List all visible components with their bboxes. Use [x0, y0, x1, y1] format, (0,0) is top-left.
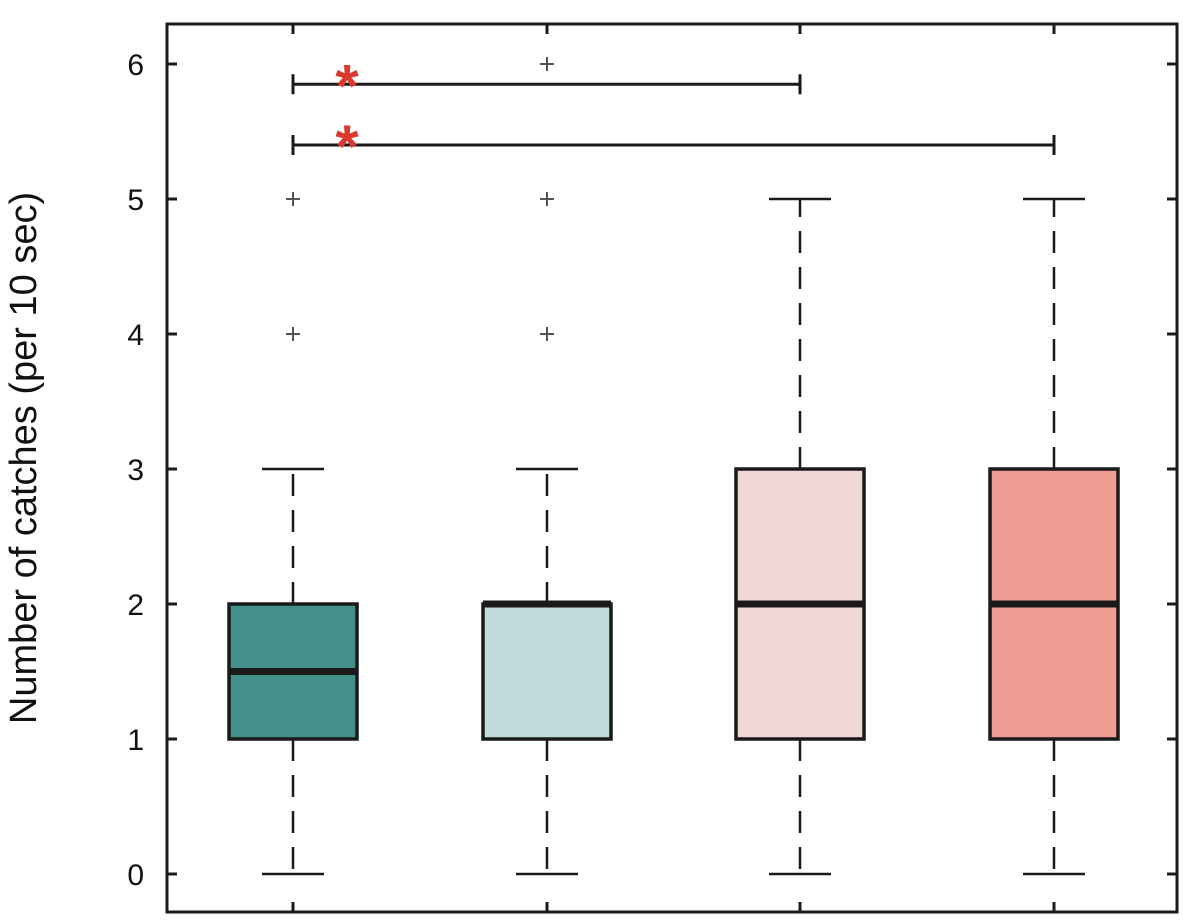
significance-bracket: * [291, 113, 1056, 180]
y-tick-label: 6 [127, 49, 144, 82]
outlier-marker [540, 57, 554, 71]
significance-star: * [335, 113, 359, 180]
y-tick-label: 3 [127, 454, 144, 487]
significance-bracket: * [291, 52, 802, 119]
y-tick-label: 1 [127, 724, 144, 757]
y-tick-label: 2 [127, 589, 144, 622]
significance-star: * [335, 52, 359, 119]
y-tick-label: 0 [127, 859, 144, 892]
box-iqr [481, 602, 613, 741]
y-axis-title: Number of catches (per 10 sec) [3, 192, 45, 724]
box-group [734, 197, 866, 876]
boxes [227, 57, 1120, 876]
box-group [481, 57, 613, 876]
y-tick-label: 4 [127, 319, 144, 352]
box-group [227, 192, 359, 876]
outlier-marker [286, 192, 300, 206]
significance-annotations: ** [291, 52, 1056, 180]
outlier-marker [286, 327, 300, 341]
axes: 0 1 2 3 4 5 6 [127, 22, 1179, 914]
y-tick-label: 5 [127, 184, 144, 217]
box-group [988, 197, 1120, 876]
outlier-marker [540, 192, 554, 206]
outlier-marker [540, 327, 554, 341]
